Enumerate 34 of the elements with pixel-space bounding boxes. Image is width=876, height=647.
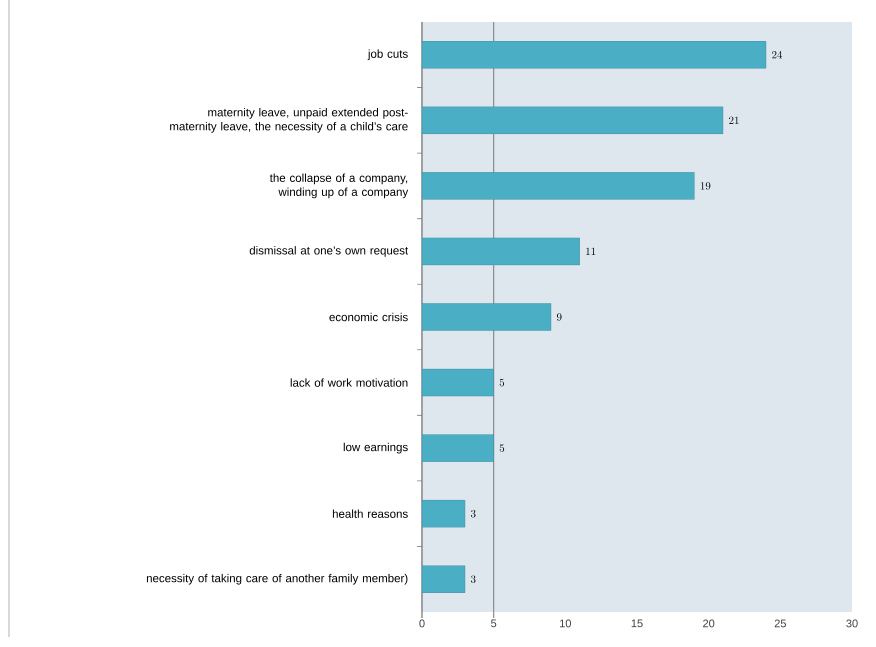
bar [422,500,466,528]
y-tick-label: necessity of taking care of another family member) [146,574,408,585]
y-tick-label: the collapse of a company, winding up of a company [270,174,408,198]
bar [422,566,466,593]
x-tick-label: 5 [491,620,496,628]
data-label: 21 [729,116,739,124]
x-tick-label: 30 [846,620,858,628]
bar [422,41,766,68]
bar [422,106,724,134]
x-tick-label: 15 [632,620,643,628]
x-tick-label: 0 [419,620,425,628]
data-label: 11 [586,248,596,255]
data-label: 19 [700,182,710,190]
y-tick-label: lack of work motivation [290,378,408,387]
data-label: 24 [772,50,782,58]
y-tick-label: job cuts [368,49,408,60]
y-tick-label: maternity leave, unpaid extended post-maternity leave, the necessity of a child’s care [170,108,408,133]
bar [422,368,494,396]
bar [422,434,494,462]
x-tick-label: 25 [774,620,786,628]
y-tick-label: economic crisis [329,312,408,322]
x-tick-label: 10 [560,620,572,628]
data-label: 5 [500,444,504,452]
y-tick-label: dismissal at one’s own request [250,246,408,257]
data-label: 3 [470,575,476,583]
data-label: 5 [500,378,504,386]
data-label: 9 [556,313,562,321]
bar [422,238,580,266]
x-tick-label: 20 [703,620,714,628]
bar [422,172,695,200]
y-tick-label: low earnings [344,442,408,454]
data-label: 3 [470,510,476,518]
bar [422,303,552,331]
y-tick-label: health reasons [332,509,408,518]
